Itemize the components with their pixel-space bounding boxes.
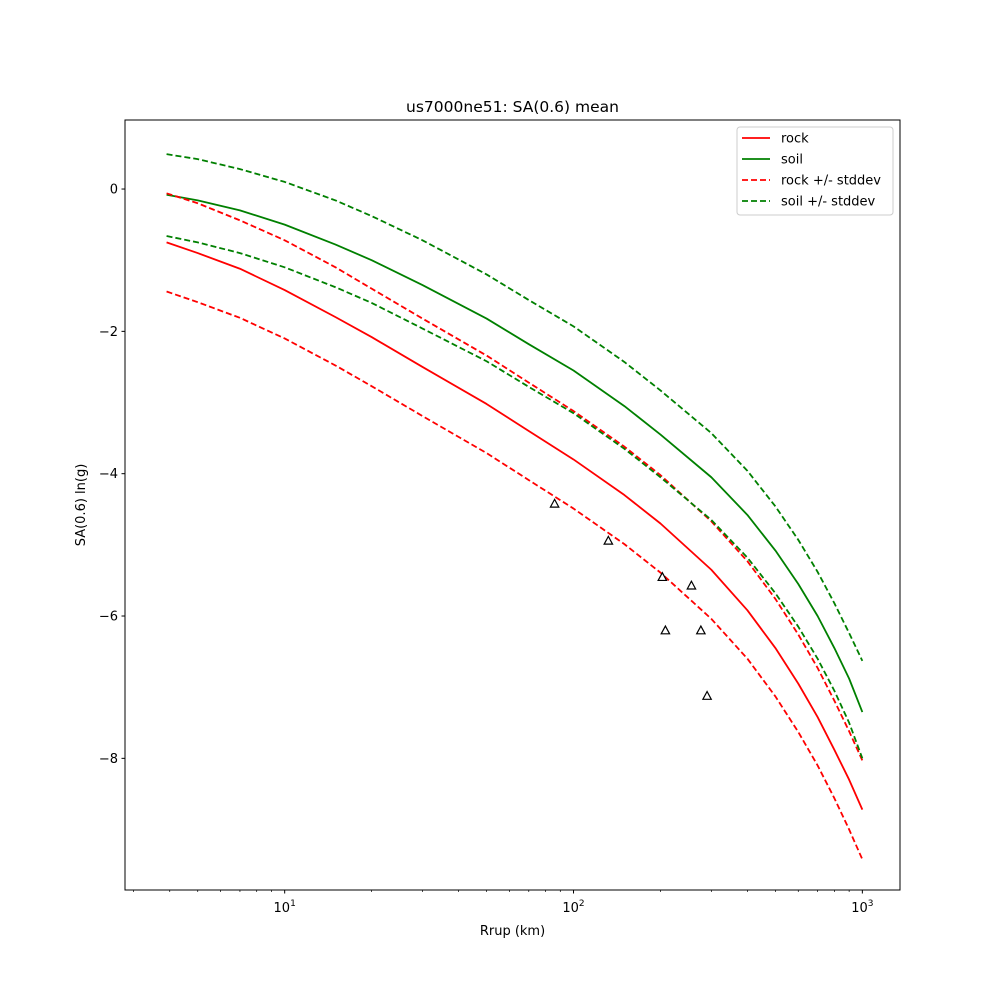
observation-marker-0: [549, 498, 560, 508]
legend: rock soil rock +/- stddev soil +/- stddev: [736, 126, 894, 216]
chart-title: us7000ne51: SA(0.6) mean: [406, 98, 619, 116]
plot-frame: [124, 119, 901, 891]
series-line-2: [166, 192, 864, 761]
observation-marker-5: [695, 624, 707, 635]
legend-label-2: rock +/- stddev: [781, 174, 881, 189]
series-line-3: [166, 290, 864, 860]
y-axis-label: SA(0.6) ln(g): [74, 464, 89, 547]
legend-label-1: soil: [781, 153, 803, 168]
observation-layer: [549, 498, 713, 700]
legend-box: [736, 126, 894, 216]
x-tick-label: 101: [274, 899, 296, 916]
series-line-4: [166, 153, 864, 662]
y-tick-label: −8: [99, 752, 118, 767]
y-tick-label: 0: [110, 183, 118, 198]
series-line-5: [166, 235, 864, 759]
y-tick-label: −4: [99, 467, 118, 482]
series-layer: [166, 153, 864, 860]
y-axis: 0 −2 −4 −6 −8: [99, 183, 125, 767]
observation-marker-3: [660, 624, 671, 635]
x-axis-label: Rrup (km): [480, 924, 545, 939]
series-line-1: [166, 193, 864, 713]
observation-marker-4: [686, 579, 697, 590]
y-tick-label: −6: [99, 610, 118, 625]
observation-marker-6: [701, 690, 713, 700]
x-tick-label: 102: [562, 899, 584, 916]
observation-marker-1: [603, 535, 614, 545]
legend-label-0: rock: [781, 132, 809, 147]
series-line-0: [166, 241, 864, 810]
x-tick-label: 103: [851, 899, 873, 916]
x-axis: 101 102 103: [133, 890, 873, 916]
legend-label-3: soil +/- stddev: [781, 195, 876, 210]
y-tick-label: −2: [99, 325, 118, 340]
observation-marker-2: [657, 571, 668, 582]
